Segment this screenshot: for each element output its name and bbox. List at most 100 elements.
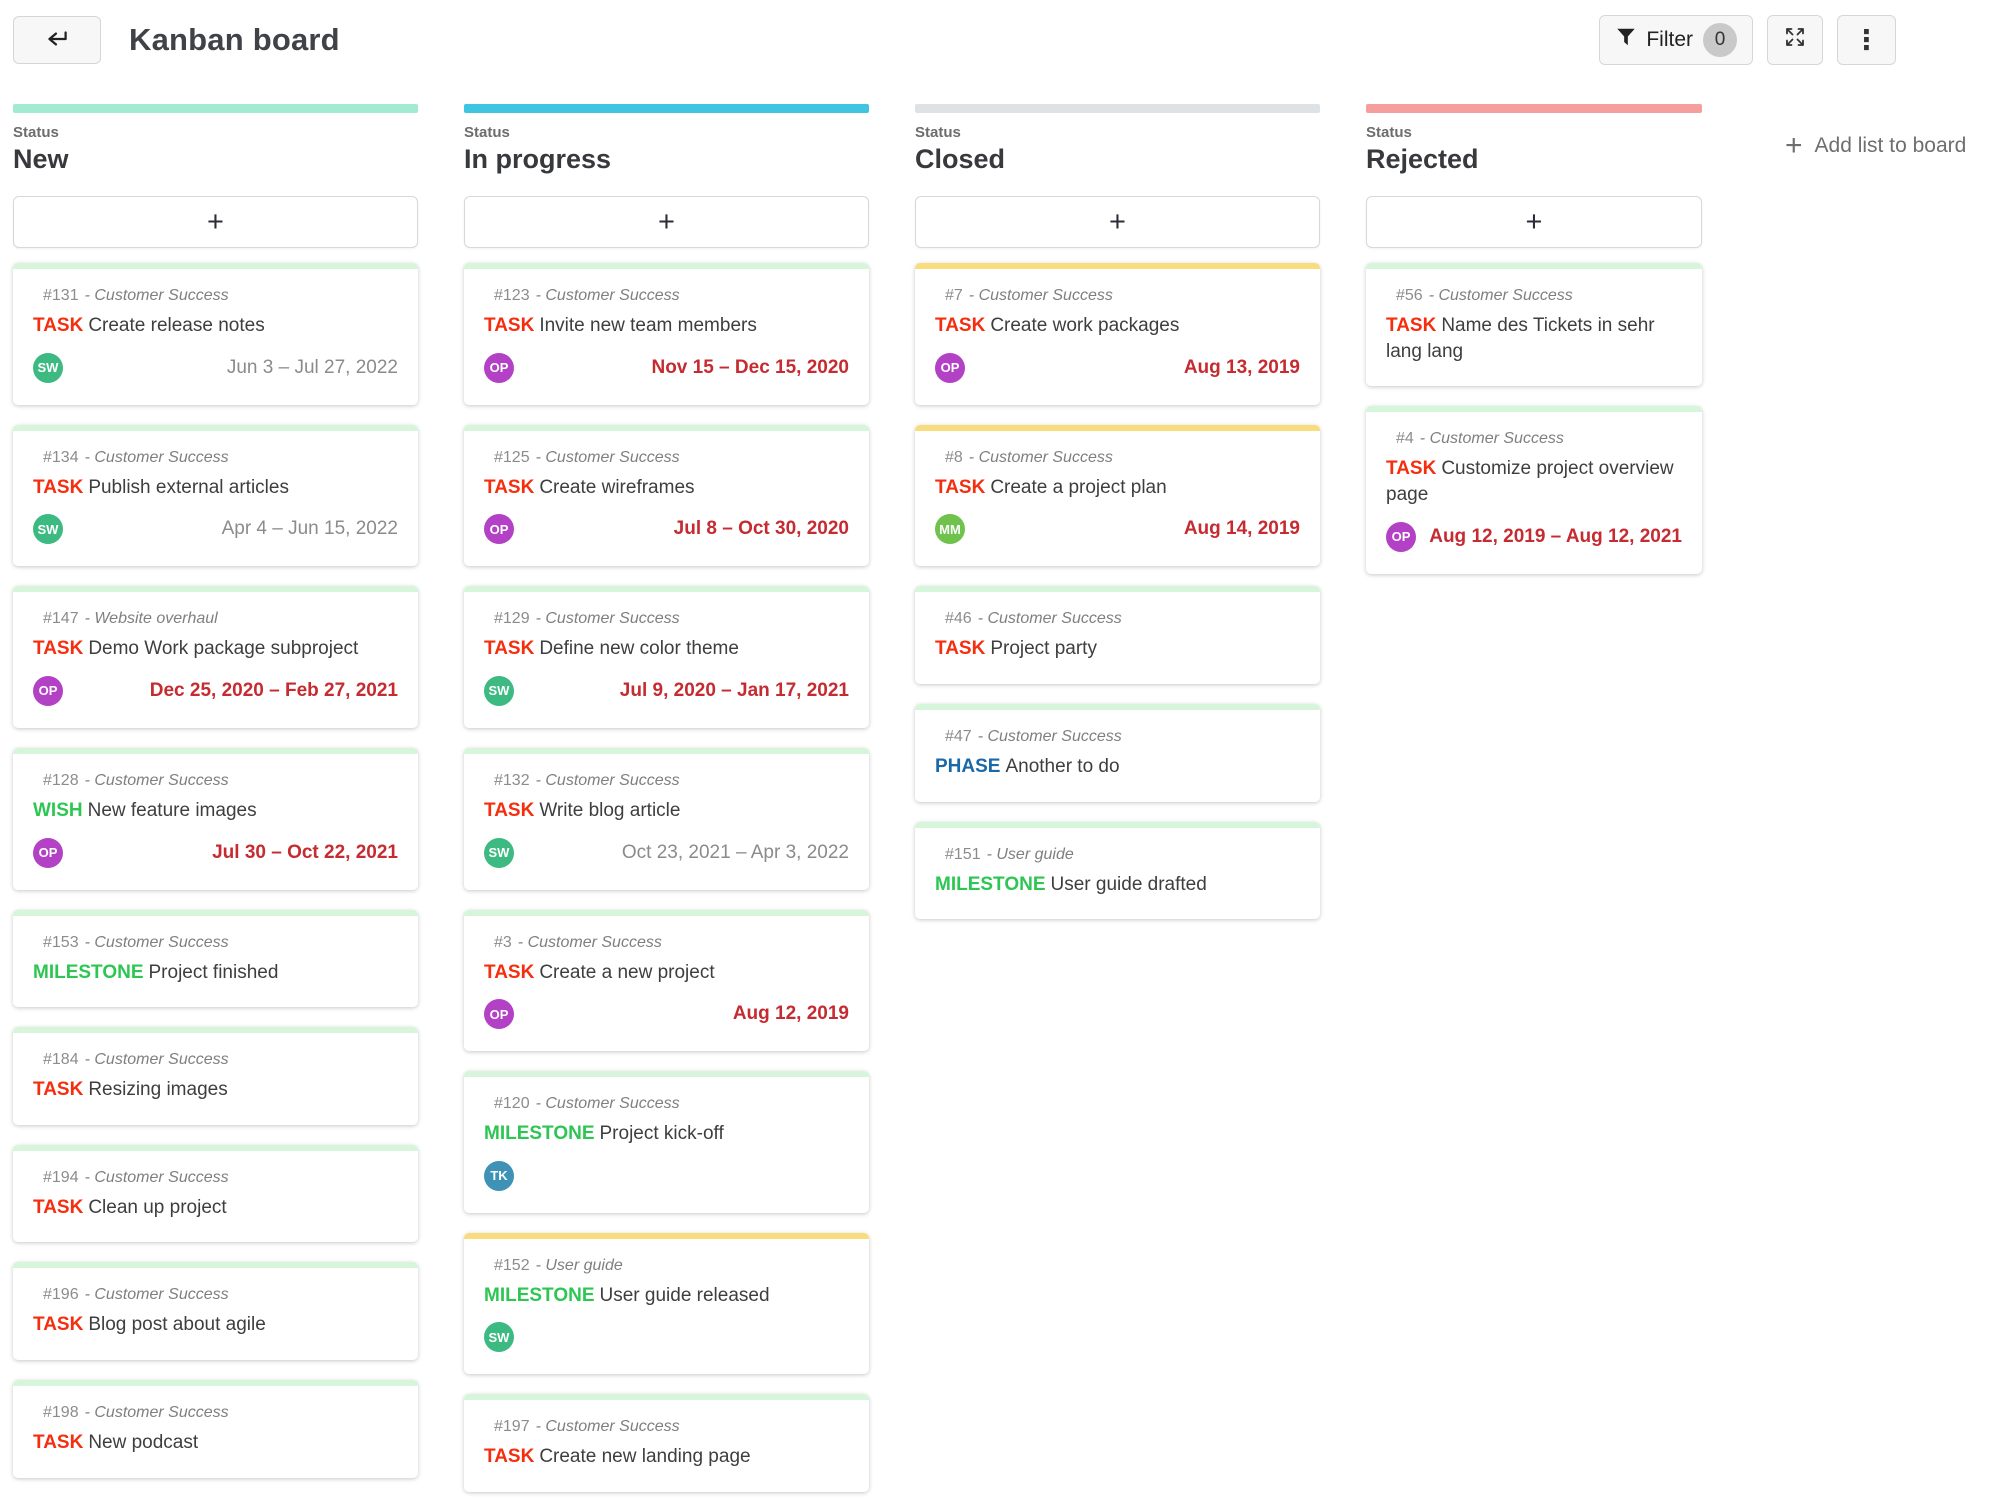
card-title-row: MILESTONE Project finished [33,960,398,986]
work-package-id: #128 [43,771,79,789]
assignee-avatar: OP [484,514,514,545]
work-package-project: - Customer Success [84,1168,229,1186]
work-package-card[interactable]: #4 - Customer Success TASK Customize proje… [1366,406,1702,574]
card-id-row: #129 - Customer Success [494,610,849,628]
work-package-dates: Apr 4 – Jun 15, 2022 [221,518,398,540]
card-title-row: TASK Project party [935,636,1300,662]
page-title: Kanban board [129,22,340,57]
work-package-title: Resizing images [88,1079,228,1101]
add-card-button[interactable]: + [464,196,869,248]
work-package-project: - Customer Success [535,771,680,789]
work-package-title: Invite new team members [539,315,757,336]
card-body: #123 - Customer Success TASK Invite new te… [464,269,869,405]
kanban-board: Status New + #131 - Customer Success TASK… [0,66,2016,1512]
work-package-type: TASK [33,1079,84,1101]
card-body: #120 - Customer Success MILESTONE Project … [464,1077,869,1213]
card-status-strip [464,1232,869,1239]
work-package-card[interactable]: #147 - Website overhaul TASK Demo Work pac… [13,586,418,728]
card-status-strip [13,1380,418,1387]
work-package-id: #196 [43,1286,79,1304]
work-package-type: TASK [33,1314,84,1336]
more-options-button[interactable]: ⋮ [1837,15,1896,65]
card-id-row: #196 - Customer Success [43,1286,398,1304]
card-title-row: MILESTONE User guide released [484,1283,849,1309]
card-body: #147 - Website overhaul TASK Demo Work pac… [13,592,418,728]
assignee-avatar: SW [484,675,514,706]
filter-button[interactable]: Filter 0 [1599,15,1753,65]
column-attribute-label: Status [13,124,59,141]
work-package-card[interactable]: #47 - Customer Success PHASE Another to do [915,703,1320,802]
work-package-id: #194 [43,1168,79,1186]
card-status-strip [464,424,869,431]
work-package-card[interactable]: #129 - Customer Success TASK Define new co… [464,586,869,728]
add-card-button[interactable]: + [1366,196,1702,248]
work-package-card[interactable]: #128 - Customer Success WISH New feature i… [13,747,418,890]
work-package-card[interactable]: #56 - Customer Success TASK Name des Ticke… [1366,263,1702,387]
card-title-row: TASK Resizing images [33,1077,398,1103]
add-card-button[interactable]: + [915,196,1320,248]
work-package-type: TASK [935,476,986,498]
work-package-card[interactable]: #196 - Customer Success TASK Blog post abo… [13,1262,418,1361]
work-package-card[interactable]: #132 - Customer Success TASK Write blog ar… [464,747,869,890]
card-status-strip [13,1262,418,1269]
work-package-id: #134 [43,448,79,466]
work-package-card[interactable]: #134 - Customer Success TASK Publish exter… [13,424,418,567]
work-package-id: #120 [494,1095,530,1113]
assignee-avatar: SW [33,352,63,383]
card-title-row: MILESTONE User guide drafted [935,872,1300,898]
card-body: #129 - Customer Success TASK Define new co… [464,592,869,728]
card-status-strip [464,909,869,916]
work-package-type: TASK [33,1432,84,1454]
card-id-row: #128 - Customer Success [43,772,398,790]
work-package-title: Project finished [148,961,279,983]
work-package-card[interactable]: #194 - Customer Success TASK Clean up proj… [13,1144,418,1243]
work-package-project: - Customer Success [84,1286,229,1304]
work-package-title: Another to do [1005,755,1120,777]
card-status-strip [464,747,869,754]
column-header: Status New [13,113,418,196]
card-title-row: TASK Name des Tickets in sehr lang lang [1386,313,1682,364]
work-package-card[interactable]: #131 - Customer Success TASK Create releas… [13,263,418,405]
card-status-strip [13,1027,418,1034]
work-package-card[interactable]: #151 - User guide MILESTONE User guide dra… [915,821,1320,920]
work-package-project: - Customer Success [968,287,1113,304]
work-package-card[interactable]: #46 - Customer Success TASK Project party [915,586,1320,684]
work-package-project: - Customer Success [517,933,662,951]
card-id-row: #47 - Customer Success [945,728,1300,746]
work-package-card[interactable]: #3 - Customer Success TASK Create a new pr… [464,909,869,1052]
work-package-title: Customize project overview page [1386,458,1674,505]
work-package-id: #131 [43,287,79,304]
work-package-card[interactable]: #125 - Customer Success TASK Create wirefr… [464,424,869,567]
work-package-dates: Aug 14, 2019 [1183,518,1300,540]
work-package-project: - Customer Success [535,1095,680,1113]
work-package-card[interactable]: #184 - Customer Success TASK Resizing imag… [13,1027,418,1125]
work-package-card[interactable]: #197 - Customer Success TASK Create new la… [464,1394,869,1493]
work-package-card[interactable]: #198 - Customer Success TASK New podcast [13,1380,418,1478]
column-attribute-label: Status [1366,124,1412,141]
card-status-strip [915,703,1320,710]
work-package-id: #153 [43,933,79,951]
add-card-button[interactable]: + [13,196,418,248]
work-package-card[interactable]: #153 - Customer Success MILESTONE Project … [13,909,418,1008]
work-package-title: Define new color theme [539,638,739,660]
card-id-row: #125 - Customer Success [494,449,849,467]
work-package-dates: Dec 25, 2020 – Feb 27, 2021 [149,679,398,701]
work-package-card[interactable]: #123 - Customer Success TASK Invite new te… [464,263,869,405]
work-package-card[interactable]: #152 - User guide MILESTONE User guide rel… [464,1232,869,1375]
card-id-row: #194 - Customer Success [43,1169,398,1187]
card-status-strip [915,424,1320,431]
work-package-id: #151 [945,845,981,863]
card-body: #152 - User guide MILESTONE User guide rel… [464,1239,869,1375]
work-package-id: #132 [494,771,530,789]
work-package-card[interactable]: #8 - Customer Success TASK Create a projec… [915,424,1320,567]
work-package-card[interactable]: #7 - Customer Success TASK Create work pac… [915,263,1320,405]
back-button[interactable] [13,16,101,64]
column-attribute-label: Status [915,124,961,141]
card-id-row: #3 - Customer Success [494,934,849,952]
fullscreen-button[interactable] [1767,15,1823,65]
board-column: Status Closed + #7 - Customer Success TAS… [915,104,1320,939]
plus-icon: + [1109,205,1126,238]
add-list-button[interactable]: + Add list to board [1785,129,1966,163]
card-id-row: #184 - Customer Success [43,1051,398,1069]
work-package-card[interactable]: #120 - Customer Success MILESTONE Project … [464,1071,869,1213]
